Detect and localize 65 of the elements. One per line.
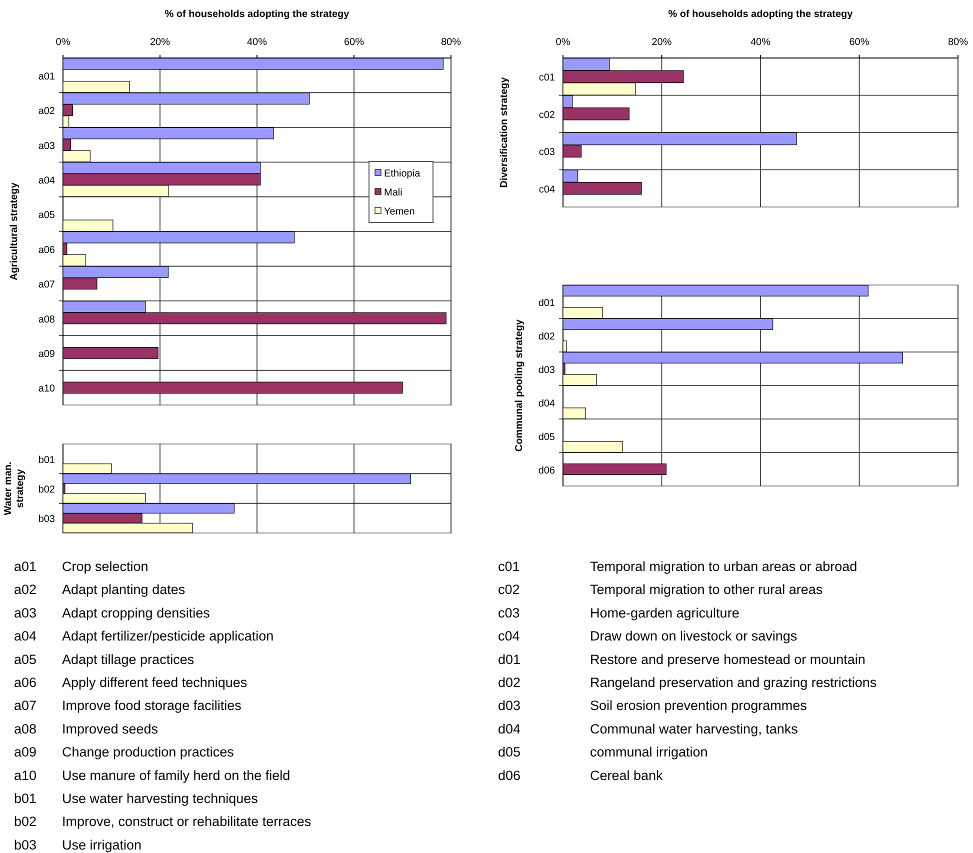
y-tick-label: b02	[38, 484, 56, 496]
y-tick-label: c04	[538, 184, 556, 196]
text: d05 communal irrigation	[498, 744, 708, 760]
x-tick-label: 0%	[56, 37, 70, 48]
x-tick-label: 40%	[246, 37, 268, 48]
x-tick-label: 40%	[750, 37, 771, 48]
y-tick-label: a09	[38, 348, 56, 360]
legend-label: Ethiopia	[384, 168, 421, 180]
text: c04 Draw down on livestock or savings	[498, 628, 798, 644]
y-axis-title: Communal pooling strategy	[514, 318, 525, 452]
text: a06 Apply different feed techniques	[14, 675, 248, 690]
y-tick-label: d05	[538, 432, 556, 443]
y-axis-title: Water man. strategy	[3, 462, 26, 516]
text: d06 Cereal bank	[498, 768, 663, 783]
y-tick-label: a06	[38, 244, 56, 256]
text: a04 Adapt fertilizer/pesticide application	[14, 628, 274, 644]
legend-label: Yemen	[384, 206, 415, 218]
y-tick-label: d01	[538, 298, 556, 309]
y-tick-label: c02	[538, 110, 556, 121]
y-tick-label: a07	[38, 280, 56, 291]
y-tick-label: a04	[38, 175, 56, 186]
text: a09 Change production practices	[14, 744, 234, 760]
text: b02 Improve, construct or rehabilitate terraces	[14, 814, 312, 830]
x-tick-label: 80%	[948, 37, 968, 48]
text: b03 Use irrigation	[14, 837, 142, 852]
text: c02 Temporal migration to other rural areas	[498, 582, 823, 598]
y-tick-label: a08	[38, 314, 56, 326]
y-tick-label: d04	[538, 398, 556, 410]
y-tick-label: a10	[38, 384, 56, 395]
y-tick-label: c01	[538, 72, 556, 84]
y-tick-label: a01	[38, 71, 56, 82]
text: b01 Use water harvesting techniques	[14, 791, 258, 806]
x-tick-label: 0%	[556, 37, 570, 48]
y-axis-title: Diversification strategy	[499, 76, 510, 188]
text: c01 Temporal migration to urban areas or abroad	[498, 559, 858, 574]
y-axis-title: Agricultural strategy	[9, 182, 20, 280]
x-tick-label: 20%	[652, 37, 672, 48]
text: d04 Communal water harvesting, tanks	[498, 721, 798, 736]
x-tick-label: 20%	[150, 37, 170, 48]
y-tick-label: c03	[538, 147, 556, 158]
x-tick-label: 80%	[440, 37, 462, 48]
y-tick-label: a03	[38, 140, 56, 152]
y-tick-label: a02	[38, 106, 56, 118]
text: a02 Adapt planting dates	[14, 582, 186, 598]
x-tick-label: 60%	[344, 37, 364, 48]
y-tick-label: d06	[538, 465, 556, 476]
text: a08 Improved seeds	[14, 721, 158, 736]
chart-title: % of households adopting the strategy	[164, 9, 350, 20]
y-tick-label: b01	[38, 454, 56, 466]
text: d02 Rangeland preservation and grazing restrictions	[498, 675, 877, 690]
text: a03 Adapt cropping densities	[14, 605, 210, 620]
x-tick-label: 60%	[849, 37, 870, 48]
chart-title: % of households adopting the strategy	[668, 9, 854, 20]
legend-label: Mali	[384, 188, 402, 198]
text: c03 Home-garden agriculture	[498, 605, 740, 620]
text: a07 Improve food storage facilities	[14, 698, 242, 714]
y-tick-label: d02	[538, 331, 556, 342]
text: a05 Adapt tillage practices	[14, 652, 194, 667]
text: d03 Soil erosion prevention programmes	[498, 698, 807, 714]
text: a01 Crop selection	[14, 559, 148, 574]
y-tick-label: d03	[538, 364, 556, 376]
y-tick-label: a05	[38, 210, 56, 222]
text: d01 Restore and preserve homestead or mountain	[498, 652, 866, 667]
text: a10 Use manure of family herd on the field	[14, 768, 290, 783]
y-tick-label: b03	[38, 514, 56, 526]
